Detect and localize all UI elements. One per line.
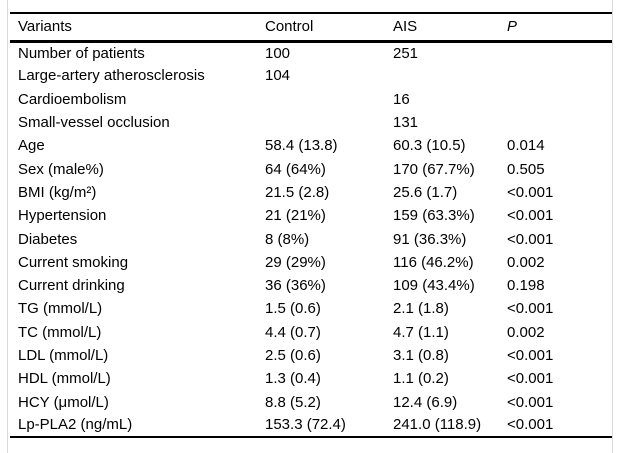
cell-ais: 116 (46.2%)	[393, 253, 474, 271]
cell-control: 58.4 (13.8)	[265, 137, 338, 155]
cell-ais: 12.4 (6.9)	[393, 393, 458, 411]
cell-control: 4.4 (0.7)	[265, 323, 321, 341]
cell-control: 29 (29%)	[265, 253, 326, 271]
cell-control: 36 (36%)	[265, 277, 326, 295]
cell-ais: 1.1 (0.2)	[393, 370, 449, 388]
cell-ais: 2.1 (1.8)	[393, 300, 449, 318]
table-row: Lp-PLA2 (ng/mL) 153.3 (72.4) 241.0 (118.…	[10, 414, 612, 437]
cell-p: 0.002	[507, 253, 545, 271]
cell-variant: BMI (kg/m²)	[18, 183, 97, 201]
cell-variant: Current smoking	[18, 253, 129, 271]
table-row: HCY (μmol/L) 8.8 (5.2) 12.4 (6.9) <0.001	[10, 390, 612, 413]
cell-variant: Large-artery atherosclerosis	[18, 67, 205, 85]
cell-control: 8.8 (5.2)	[265, 393, 321, 411]
cell-p: <0.001	[507, 230, 554, 248]
cell-variant: Current drinking	[18, 277, 125, 295]
cell-variant: Small-vessel occlusion	[18, 114, 170, 132]
table-row: Hypertension 21 (21%) 159 (63.3%) <0.001	[10, 204, 612, 227]
table-row: Current smoking 29 (29%) 116 (46.2%) 0.0…	[10, 251, 612, 274]
cell-control: 64 (64%)	[265, 160, 326, 178]
cell-variant: LDL (mmol/L)	[18, 347, 109, 364]
cell-ais: 91 (36.3%)	[393, 230, 467, 248]
cell-ais: 109 (43.4%)	[393, 277, 475, 295]
table-row: Large-artery atherosclerosis 104	[10, 64, 612, 87]
column-header-control: Control	[265, 18, 314, 36]
cell-variant: TG (mmol/L)	[18, 300, 103, 318]
table-row: BMI (kg/m²) 21.5 (2.8) 25.6 (1.7) <0.001	[10, 181, 612, 204]
cell-variant: Hypertension	[18, 207, 107, 225]
cell-p: 0.505	[507, 160, 545, 178]
table-row: Age 58.4 (13.8) 60.3 (10.5) 0.014	[10, 134, 612, 157]
cell-ais	[393, 64, 507, 87]
cell-ais: 4.7 (1.1)	[393, 323, 449, 341]
column-header-variants: Variants	[18, 18, 72, 36]
cell-variant: Cardioembolism	[18, 90, 127, 108]
cell-p	[507, 111, 612, 134]
cell-control: 104	[265, 67, 291, 85]
cell-ais: 170 (67.7%)	[393, 160, 475, 178]
cell-control: 21.5 (2.8)	[265, 183, 330, 201]
cell-p: <0.001	[507, 393, 554, 411]
cell-control: 8 (8%)	[265, 230, 310, 248]
cell-p: <0.001	[507, 207, 554, 225]
cell-p: <0.001	[507, 370, 554, 388]
table-row: Number of patients 100 251	[10, 41, 612, 64]
cell-p: <0.001	[507, 347, 554, 364]
cell-p: <0.001	[507, 183, 554, 201]
cell-ais: 16	[393, 90, 410, 108]
cell-variant: HDL (mmol/L)	[18, 370, 111, 388]
patient-characteristics-table: Variants Control AIS P Number of patient…	[10, 12, 612, 439]
cell-p: <0.001	[507, 416, 554, 434]
table-row: Sex (male%) 64 (64%) 170 (67.7%) 0.505	[10, 157, 612, 180]
cell-ais: 251	[393, 44, 419, 62]
cell-control: 100	[265, 44, 291, 62]
header-row: Variants Control AIS P	[10, 13, 612, 41]
cell-p: <0.001	[507, 300, 554, 318]
cell-variant: Sex (male%)	[18, 160, 104, 178]
cell-control: 2.5 (0.6)	[265, 347, 321, 364]
cell-control: 1.5 (0.6)	[265, 300, 321, 318]
table-row: TG (mmol/L) 1.5 (0.6) 2.1 (1.8) <0.001	[10, 297, 612, 320]
cell-p: 0.002	[507, 323, 545, 341]
cell-variant: Age	[18, 137, 45, 155]
cell-ais: 241.0 (118.9)	[393, 416, 482, 434]
cell-variant: Lp-PLA2 (ng/mL)	[18, 416, 133, 434]
table-row: Cardioembolism 16	[10, 88, 612, 111]
table-row: Current drinking 36 (36%) 109 (43.4%) 0.…	[10, 274, 612, 297]
cell-control	[265, 111, 393, 134]
column-header-ais: AIS	[393, 18, 418, 36]
table-row: HDL (mmol/L) 1.3 (0.4) 1.1 (0.2) <0.001	[10, 367, 612, 390]
cell-control: 153.3 (72.4)	[265, 416, 346, 434]
cell-variant: HCY (μmol/L)	[18, 393, 109, 411]
cell-p	[507, 88, 612, 111]
cell-ais: 25.6 (1.7)	[393, 183, 458, 201]
cell-p: 0.014	[507, 137, 545, 155]
cell-control: 21 (21%)	[265, 207, 326, 225]
cell-ais: 131	[393, 114, 419, 132]
table-row: Diabetes 8 (8%) 91 (36.3%) <0.001	[10, 227, 612, 250]
cell-variant: Number of patients	[18, 44, 145, 62]
cell-p	[507, 64, 612, 87]
cell-variant: TC (mmol/L)	[18, 323, 102, 341]
cell-control	[265, 88, 393, 111]
cell-control: 1.3 (0.4)	[265, 370, 321, 388]
table-row: LDL (mmol/L) 2.5 (0.6) 3.1 (0.8) <0.001	[10, 344, 612, 367]
cell-ais: 159 (63.3%)	[393, 207, 475, 225]
column-header-p: P	[507, 18, 518, 36]
cell-ais: 60.3 (10.5)	[393, 137, 466, 155]
table-row: Small-vessel occlusion 131	[10, 111, 612, 134]
cell-p	[507, 41, 612, 64]
cell-variant: Diabetes	[18, 230, 78, 248]
table-row: TC (mmol/L) 4.4 (0.7) 4.7 (1.1) 0.002	[10, 321, 612, 344]
cell-ais: 3.1 (0.8)	[393, 347, 449, 364]
cell-p: 0.198	[507, 277, 545, 295]
